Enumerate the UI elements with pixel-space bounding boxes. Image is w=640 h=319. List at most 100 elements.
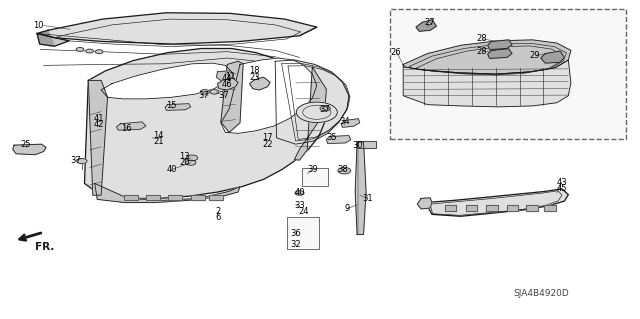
Bar xyxy=(168,195,182,200)
Polygon shape xyxy=(116,122,146,130)
Bar xyxy=(466,205,477,211)
Polygon shape xyxy=(37,30,54,46)
Polygon shape xyxy=(221,61,243,132)
Bar xyxy=(445,205,456,211)
Polygon shape xyxy=(250,77,270,90)
Bar xyxy=(209,195,223,200)
Text: 2: 2 xyxy=(215,207,220,216)
Polygon shape xyxy=(403,60,571,107)
Text: 30: 30 xyxy=(352,141,362,150)
Text: 15: 15 xyxy=(166,101,177,110)
Circle shape xyxy=(320,106,330,111)
Circle shape xyxy=(77,159,87,164)
Polygon shape xyxy=(541,51,564,63)
Bar xyxy=(168,195,182,200)
Polygon shape xyxy=(488,40,512,49)
Text: SJA4B4920D: SJA4B4920D xyxy=(513,289,569,298)
Bar xyxy=(486,205,498,211)
Circle shape xyxy=(295,191,304,195)
Text: 11: 11 xyxy=(225,72,236,81)
Text: 22: 22 xyxy=(262,140,273,149)
Polygon shape xyxy=(84,48,326,198)
Circle shape xyxy=(200,90,209,94)
Polygon shape xyxy=(326,136,351,144)
Text: 37: 37 xyxy=(70,156,81,165)
Polygon shape xyxy=(95,183,240,203)
Circle shape xyxy=(95,50,103,54)
Bar xyxy=(209,195,223,200)
Bar xyxy=(191,195,205,200)
Polygon shape xyxy=(488,49,512,58)
Text: 31: 31 xyxy=(363,194,373,203)
Text: 28: 28 xyxy=(476,34,486,43)
Bar xyxy=(124,195,138,200)
Text: 37: 37 xyxy=(320,105,330,114)
Text: 13: 13 xyxy=(179,152,189,161)
Text: 35: 35 xyxy=(326,133,337,142)
Bar xyxy=(544,205,556,211)
Text: 37: 37 xyxy=(219,91,229,100)
Text: 34: 34 xyxy=(339,117,349,126)
Polygon shape xyxy=(13,144,46,155)
Text: 17: 17 xyxy=(262,133,273,142)
Polygon shape xyxy=(416,20,436,31)
Polygon shape xyxy=(417,198,432,209)
Polygon shape xyxy=(341,119,360,127)
Text: 27: 27 xyxy=(425,19,435,27)
Polygon shape xyxy=(101,63,232,99)
Bar xyxy=(507,205,518,211)
Bar xyxy=(445,205,456,211)
Text: 42: 42 xyxy=(94,120,104,129)
Bar xyxy=(526,205,538,211)
Text: 37: 37 xyxy=(198,91,209,100)
Text: 38: 38 xyxy=(337,165,348,174)
Bar xyxy=(146,195,160,200)
Text: 10: 10 xyxy=(33,21,44,30)
Polygon shape xyxy=(403,40,571,74)
Text: 46: 46 xyxy=(222,80,232,89)
Text: 40: 40 xyxy=(166,165,177,174)
Polygon shape xyxy=(355,142,366,234)
Bar xyxy=(302,168,328,186)
Text: 25: 25 xyxy=(20,140,31,149)
Text: 40: 40 xyxy=(294,188,305,197)
Circle shape xyxy=(76,48,84,51)
Polygon shape xyxy=(165,104,191,110)
Text: 44: 44 xyxy=(222,74,232,83)
Circle shape xyxy=(186,155,198,161)
Polygon shape xyxy=(221,58,317,133)
Bar xyxy=(507,205,518,211)
Text: 9: 9 xyxy=(344,204,349,213)
Polygon shape xyxy=(275,60,349,144)
Polygon shape xyxy=(37,33,69,46)
Text: 39: 39 xyxy=(307,165,317,174)
Text: 26: 26 xyxy=(390,48,401,57)
Text: 32: 32 xyxy=(291,240,301,249)
Circle shape xyxy=(296,102,337,122)
Text: 29: 29 xyxy=(529,51,540,60)
Polygon shape xyxy=(426,189,568,216)
Bar xyxy=(544,205,556,211)
Text: 41: 41 xyxy=(94,114,104,123)
Bar xyxy=(124,195,138,200)
Circle shape xyxy=(186,160,196,165)
Text: 24: 24 xyxy=(299,207,309,216)
Circle shape xyxy=(338,167,351,174)
Polygon shape xyxy=(88,80,108,195)
Text: 23: 23 xyxy=(250,73,260,82)
Circle shape xyxy=(210,90,219,94)
Bar xyxy=(390,9,626,139)
Text: 20: 20 xyxy=(179,158,189,167)
Text: 43: 43 xyxy=(557,178,567,187)
Bar xyxy=(466,205,477,211)
Text: 45: 45 xyxy=(557,184,567,193)
Bar xyxy=(146,195,160,200)
Circle shape xyxy=(86,49,93,53)
Bar xyxy=(357,141,376,148)
Text: 14: 14 xyxy=(154,131,164,140)
Text: FR.: FR. xyxy=(35,242,54,252)
Text: 21: 21 xyxy=(154,137,164,146)
Polygon shape xyxy=(37,13,317,44)
Text: 18: 18 xyxy=(250,66,260,75)
Text: 36: 36 xyxy=(291,229,301,238)
